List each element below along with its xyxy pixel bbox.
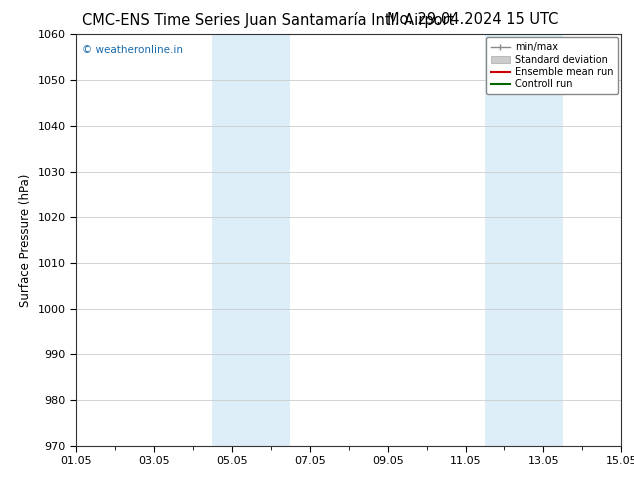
- Y-axis label: Surface Pressure (hPa): Surface Pressure (hPa): [19, 173, 32, 307]
- Bar: [485, 34, 563, 446]
- Text: © weatheronline.in: © weatheronline.in: [82, 45, 183, 54]
- Text: Mo. 29.04.2024 15 UTC: Mo. 29.04.2024 15 UTC: [387, 12, 558, 27]
- Bar: [212, 34, 290, 446]
- Legend: min/max, Standard deviation, Ensemble mean run, Controll run: min/max, Standard deviation, Ensemble me…: [486, 37, 618, 94]
- Text: CMC-ENS Time Series Juan Santamaría Intl. Airport: CMC-ENS Time Series Juan Santamaría Intl…: [82, 12, 455, 28]
